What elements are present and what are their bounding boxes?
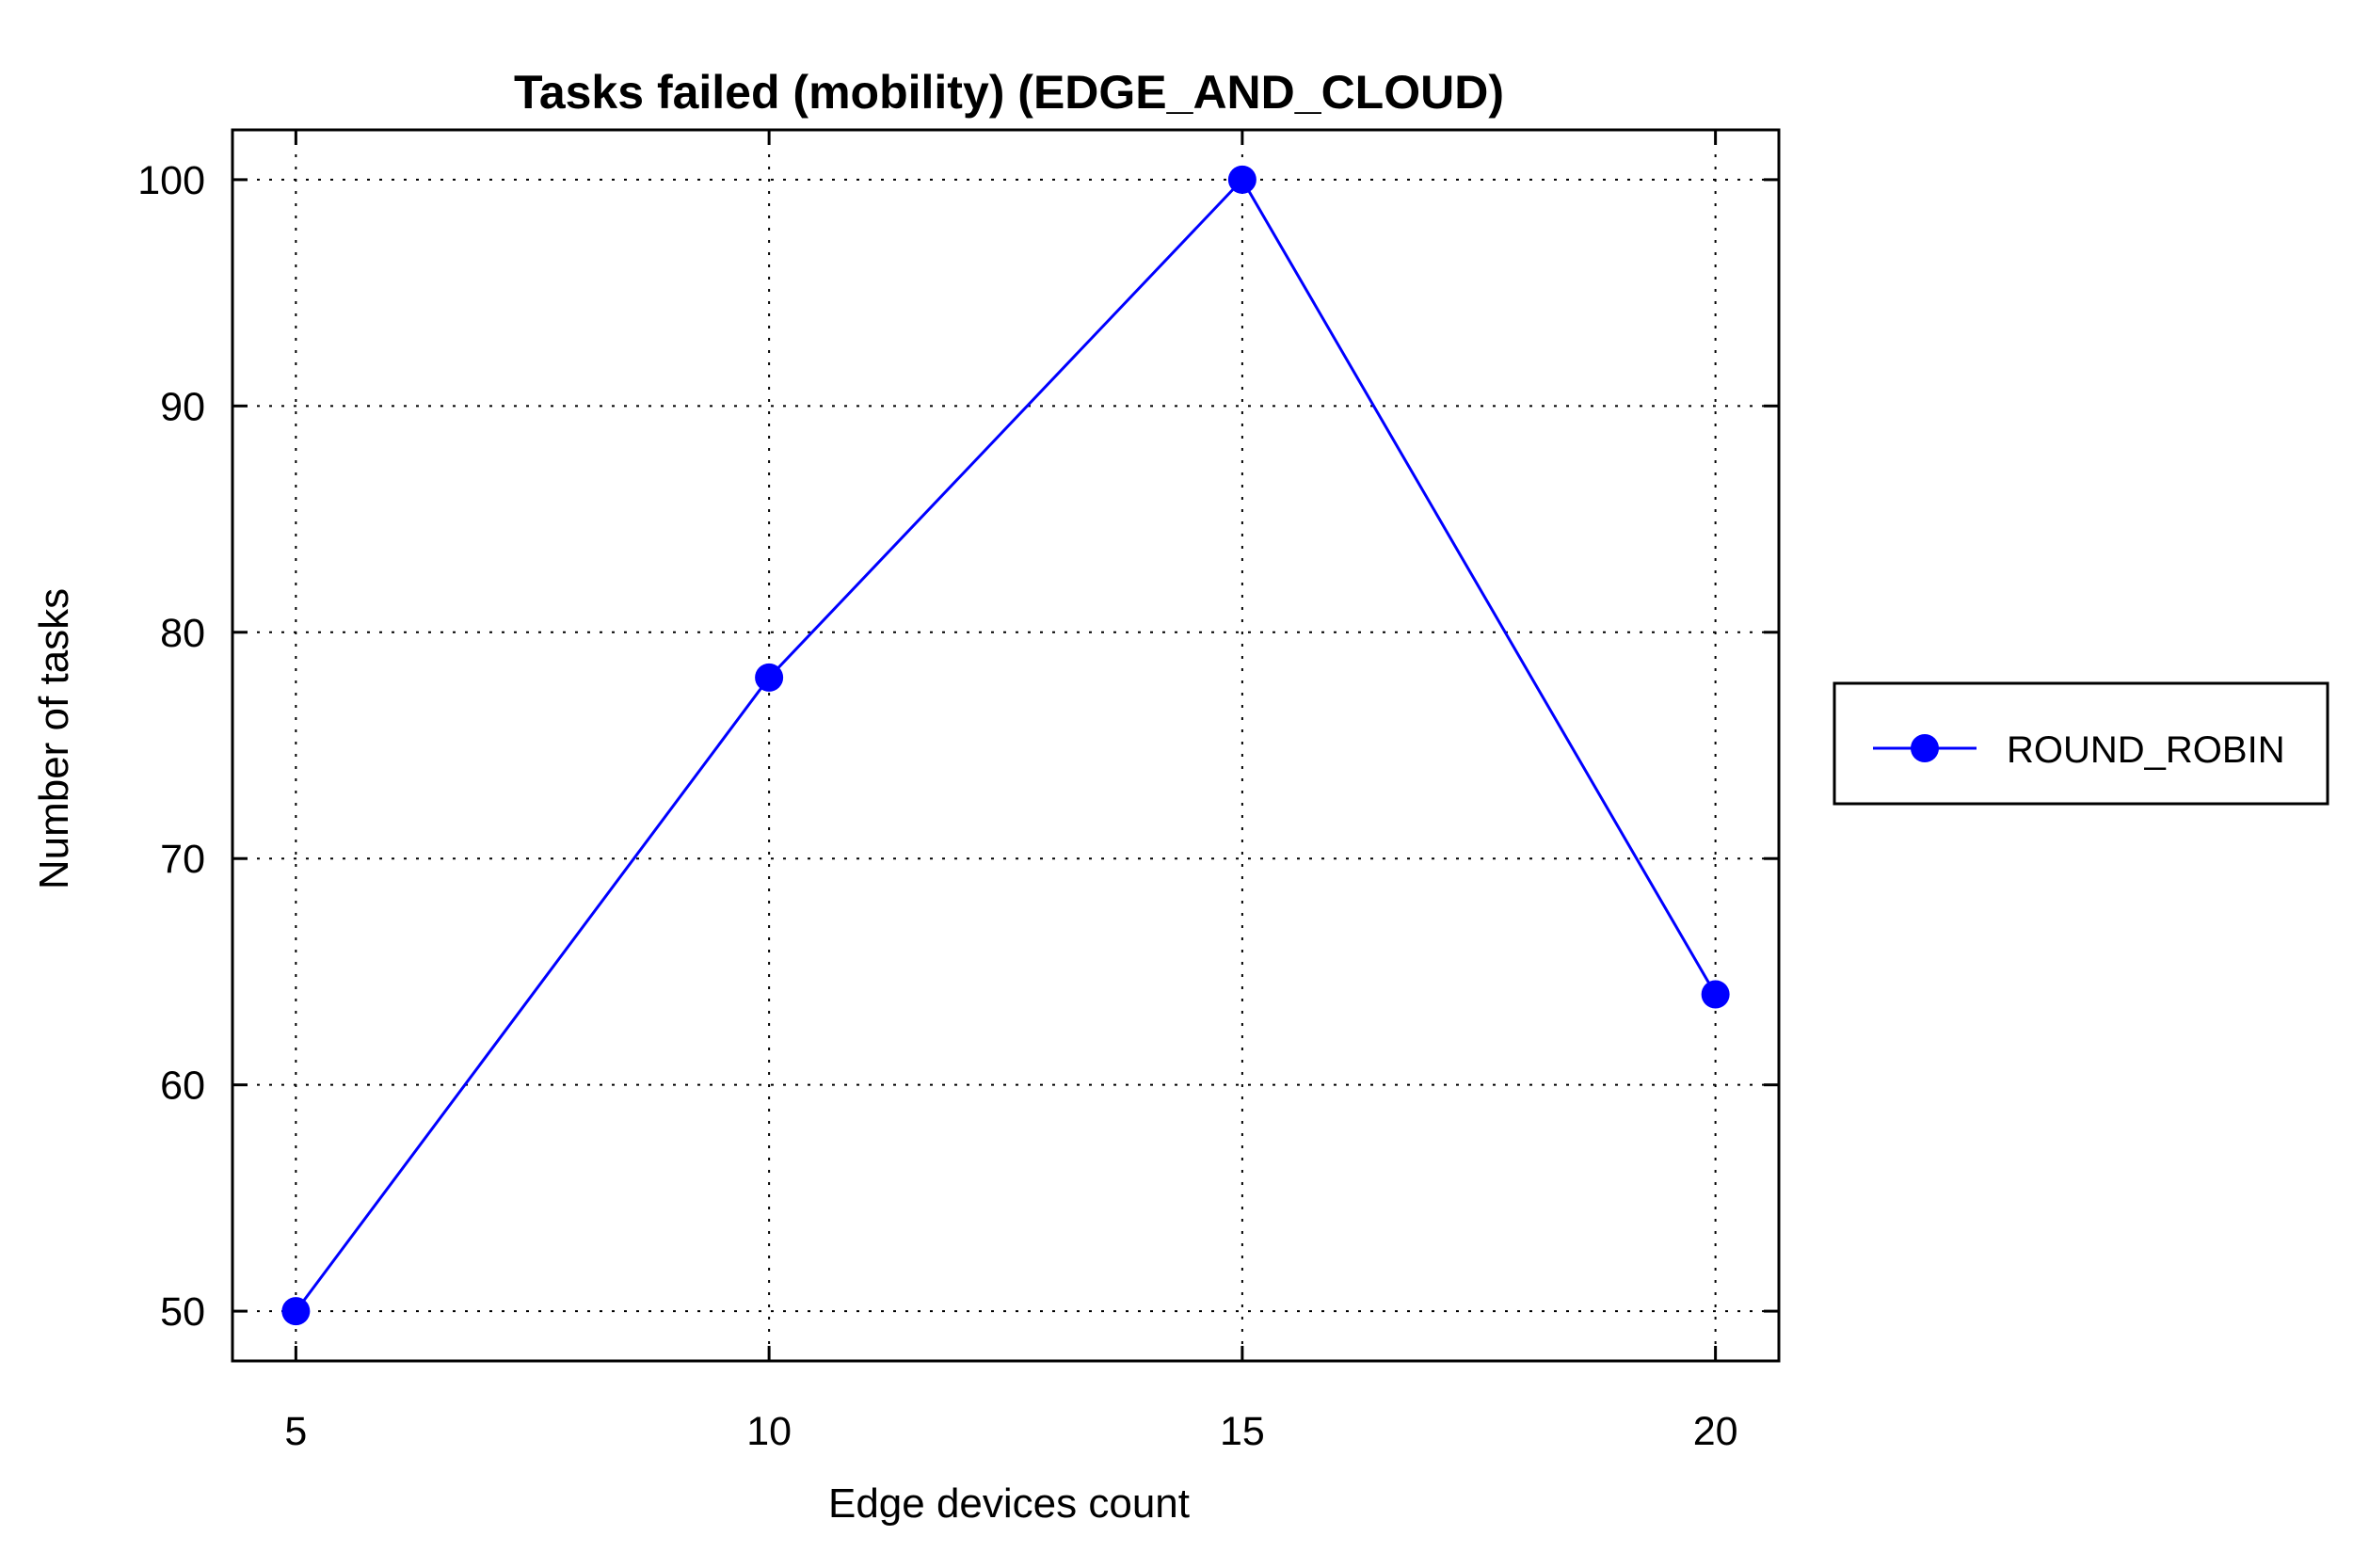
y-tick-label: 50 xyxy=(160,1289,205,1335)
y-axis-label: Number of tasks xyxy=(31,588,77,889)
data-point xyxy=(1701,980,1730,1009)
y-tick-label: 60 xyxy=(160,1064,205,1109)
y-tick-label: 70 xyxy=(160,837,205,882)
legend: ROUND_ROBIN xyxy=(1833,681,2329,806)
y-tick-labels: 50 60 70 80 90 100 xyxy=(137,158,205,1335)
axis-ticks xyxy=(232,130,1779,1361)
x-tick-label: 5 xyxy=(284,1409,307,1454)
legend-label: ROUND_ROBIN xyxy=(2007,729,2285,771)
series-layer xyxy=(281,165,1730,1326)
data-point xyxy=(281,1297,311,1326)
x-tick-labels: 5 10 15 20 xyxy=(284,1409,1737,1454)
y-tick-label: 100 xyxy=(137,158,205,203)
chart-title: Tasks failed (mobility) (EDGE_AND_CLOUD) xyxy=(514,66,1504,119)
x-tick-label: 20 xyxy=(1693,1409,1738,1454)
data-point xyxy=(1227,165,1257,194)
x-axis-label: Edge devices count xyxy=(828,1480,1190,1527)
grid-lines xyxy=(232,130,1779,1361)
x-tick-label: 15 xyxy=(1220,1409,1265,1454)
legend-marker xyxy=(1911,734,1939,762)
data-point xyxy=(755,663,784,692)
series-line xyxy=(295,177,1717,1313)
y-tick-label: 90 xyxy=(160,384,205,429)
y-tick-label: 80 xyxy=(160,611,205,656)
x-tick-label: 10 xyxy=(746,1409,792,1454)
plot-frame xyxy=(231,128,1781,1363)
